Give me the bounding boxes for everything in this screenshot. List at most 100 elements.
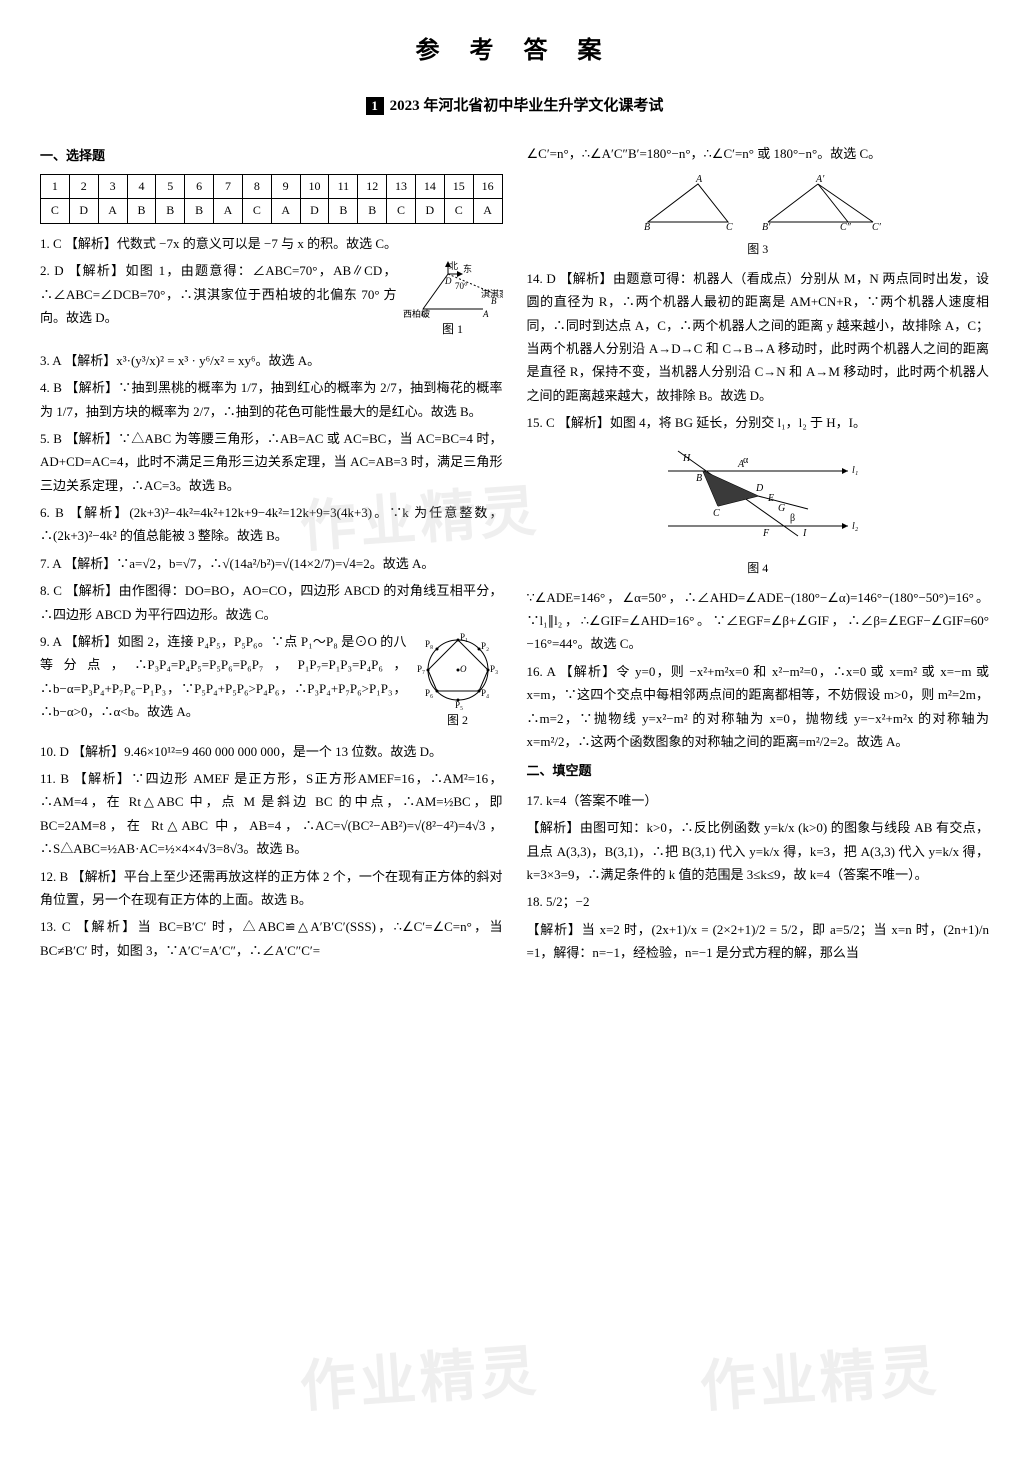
cell: C [242,199,271,224]
solution-item: 8. C 【解析】由作图得：DO=BO，AO=CO，四边形 ABCD 的对角线互… [40,579,503,626]
cell: 12 [358,174,387,199]
text: ∵∠ADE=146°，∠α=50°，∴∠AHD=∠ADE−(180°−∠α)=1… [527,590,990,652]
qnum: 3. A [40,353,61,368]
solution-item: 13. C 【解析】当 BC=B′C′ 时，△ABC≌△A′B′C′(SSS)，… [40,915,503,962]
cell: 10 [300,174,329,199]
cell: B [329,199,358,224]
cell: A [98,199,127,224]
octagon-icon: O P₁ P₂ P₃ P₄ P₅ P₆ P₇ P₈ [413,630,503,710]
svg-text:D: D [755,483,764,494]
cell: D [300,199,329,224]
qnum: 12. B [40,869,68,884]
cell: 15 [444,174,473,199]
solution-item: 12. B 【解析】平台上至少还需再放这样的正方体 2 个，一个在现有正方体的斜… [40,865,503,912]
exam-number-box: 1 [366,97,384,115]
text: 【解析】由题意可得：机器人（看成点）分别从 M，N 两点同时出发，设圆的直径为 … [527,271,990,403]
text: 【解析】令 y=0，则 −x²+m²x=0 和 x²−m²=0，∴x=0 或 x… [527,664,990,749]
solution-item: 1. C 【解析】代数式 −7x 的意义可以是 −7 与 x 的积。故选 C。 [40,232,503,255]
svg-text:P₅: P₅ [455,700,463,710]
cell: C [41,199,70,224]
text: 【解析】9.46×10¹²=9 460 000 000 000，是一个 13 位… [72,744,442,759]
svg-text:P₈: P₈ [425,639,433,649]
svg-text:P₁: P₁ [460,632,468,642]
svg-text:P₃: P₃ [490,664,498,674]
svg-text:C: C [421,309,428,319]
cell: B [185,199,214,224]
text: 【解析】如图 1，由题意得：∠ABC=70°，AB∥CD，∴∠ABC=∠DCB=… [40,263,397,325]
solution-item: 7. A 【解析】∵a=√2，b=√7，∴√(14a²/b²)=√(14×2/7… [40,552,503,575]
cell: A [214,199,243,224]
cell: B [127,199,156,224]
svg-text:l₁: l₁ [852,465,858,476]
text: 【解析】∵四边形 AMEF 是正方形，S正方形AMEF=16，∴AM²=16，∴… [40,771,503,856]
svg-text:G: G [778,503,785,514]
solution-item: 17. k=4（答案不唯一） [527,789,990,812]
text: 【解析】当 BC=B′C′ 时，△ABC≌△A′B′C′(SSS)，∴∠C′=∠… [40,919,503,957]
parallel-lines-icon: l₁ l₂ H A B D E C G F [648,441,868,551]
text: 【解析】如图 4，将 BG 延长，分别交 l₁，l₂ 于 H，I。 [558,415,866,430]
fig-label: 图 4 [527,558,990,580]
qnum: 8. C [40,583,62,598]
page-title: 参 考 答 案 [40,30,989,73]
svg-text:α: α [743,455,749,466]
svg-text:I: I [802,528,807,539]
exam-title-text: 2023 年河北省初中毕业生升学文化课考试 [390,98,664,114]
svg-text:P₇: P₇ [417,664,425,674]
fig-label: 图 1 [403,319,503,341]
figure-4: l₁ l₂ H A B D E C G F [527,441,990,580]
text: 【解析】平台上至少还需再放这样的正方体 2 个，一个在现有正方体的斜对角位置，另… [40,869,503,907]
svg-text:D: D [444,276,452,286]
compass-icon: 北 东 淇淇家 西柏坡 70° D B C A [403,259,503,319]
qnum: 1. C [40,236,62,251]
fig-label: 图 3 [527,239,990,261]
figure-2: O P₁ P₂ P₃ P₄ P₅ P₆ P₇ P₈ [413,630,503,732]
cell: 11 [329,174,358,199]
fig-label: 图 2 [413,710,503,732]
svg-text:70°: 70° [455,281,468,291]
text: 【解析】∵抽到黑桃的概率为 1/7，抽到红心的概率为 2/7，抽到梅花的概率为 … [40,380,503,418]
cell: 3 [98,174,127,199]
svg-text:C′: C′ [872,222,882,232]
cell: 9 [271,174,300,199]
qnum: 2. D [40,263,64,278]
cell: 7 [214,174,243,199]
cell: 16 [473,174,502,199]
svg-text:F: F [762,528,770,539]
text: 【解析】由作图得：DO=BO，AO=CO，四边形 ABCD 的对角线互相平分，∴… [40,583,503,621]
svg-text:C: C [726,222,733,232]
svg-text:P₂: P₂ [481,641,489,651]
svg-text:P₄: P₄ [481,688,489,698]
qnum: 18. [527,894,543,909]
qnum: 7. A [40,556,61,571]
cell: C [387,199,416,224]
solution-item: 北 东 淇淇家 西柏坡 70° D B C A 图 1 2. D 【解析】如图 … [40,259,503,345]
qnum: 15. C [527,415,555,430]
qnum: 14. D [527,271,556,286]
qnum: 17. [527,793,543,808]
svg-text:北: 北 [449,261,458,271]
solution-item: 18. 5/2；−2 [527,890,990,913]
text: 【解析】∵a=√2，b=√7，∴√(14a²/b²)=√(14×2/7)=√4=… [64,556,434,571]
text: 【解析】(2k+3)²−4k²=4k²+12k+9−4k²=12k+9=3(4k… [40,505,503,543]
exam-title: 1 2023 年河北省初中毕业生升学文化课考试 [40,93,989,120]
cell: 14 [415,174,444,199]
solution-item: ∵∠ADE=146°，∠α=50°，∴∠AHD=∠ADE−(180°−∠α)=1… [527,586,990,656]
page: 作业精灵 作业精灵 作业精灵 参 考 答 案 12023 年河北省初中毕业生升学… [40,30,989,969]
svg-text:β: β [790,513,795,524]
table-row: C D A B B B A C A D B B C D C A [41,199,503,224]
cell: 5 [156,174,185,199]
solution-item: 3. A 【解析】x³·(y³/x)² = x³ · y⁶/x² = xy⁶。故… [40,349,503,372]
svg-text:B: B [491,296,497,306]
text: 【解析】x³·(y³/x)² = x³ · y⁶/x² = xy⁶。故选 A。 [64,353,320,368]
solution-item: 15. C 【解析】如图 4，将 BG 延长，分别交 l₁，l₂ 于 H，I。 [527,411,990,434]
cell: D [69,199,98,224]
solution-item: 6. B 【解析】(2k+3)²−4k²=4k²+12k+9−4k²=12k+9… [40,501,503,548]
solution-item: 4. B 【解析】∵抽到黑桃的概率为 1/7，抽到红心的概率为 2/7，抽到梅花… [40,376,503,423]
qnum: 5. B [40,431,62,446]
svg-text:H: H [682,453,691,464]
svg-text:A: A [482,309,489,319]
watermark: 作业精灵 [697,1322,943,1439]
text: 5/2；−2 [546,894,589,909]
svg-text:l₂: l₂ [852,521,859,532]
svg-text:A′: A′ [815,174,825,185]
